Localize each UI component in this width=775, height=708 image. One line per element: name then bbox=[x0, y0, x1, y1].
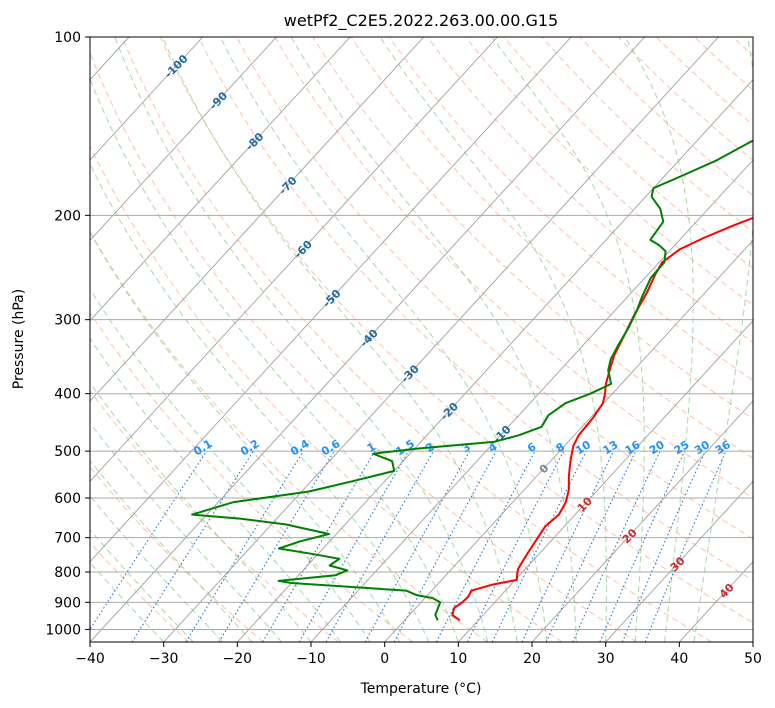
dry-adiabat-line bbox=[579, 37, 753, 197]
y-tick-label: 500 bbox=[54, 444, 81, 460]
isotherm-line bbox=[90, 37, 204, 161]
dry-adiabat-line bbox=[617, 37, 753, 161]
mixing-ratio-line bbox=[185, 450, 304, 642]
isotherm-line bbox=[458, 319, 753, 642]
isotherm-line bbox=[90, 37, 425, 402]
mixing-ratio-line bbox=[90, 450, 208, 631]
x-tick-label: 10 bbox=[449, 651, 467, 667]
moist-adiabat-line bbox=[162, 37, 518, 642]
mixing-ratio-line bbox=[364, 450, 471, 642]
x-tick-label: 30 bbox=[597, 651, 615, 667]
isotherm-line bbox=[310, 159, 753, 642]
x-tick-label: −10 bbox=[296, 651, 326, 667]
isobars bbox=[90, 37, 753, 630]
dry-adiabat-line bbox=[197, 37, 753, 581]
moist-adiabat-line bbox=[90, 231, 400, 642]
dry-adiabat-line bbox=[121, 37, 712, 642]
mixing-ratio-line bbox=[491, 450, 587, 642]
mixing-ratio-line bbox=[599, 450, 686, 642]
y-tick-label: 900 bbox=[54, 595, 81, 611]
mixing-ratio-line bbox=[131, 450, 254, 642]
isotherm-line bbox=[384, 239, 753, 642]
dry-adiabat-line bbox=[90, 145, 563, 642]
dry-adiabat-line bbox=[350, 37, 753, 420]
x-tick-label: 40 bbox=[670, 651, 688, 667]
y-tick-label: 1000 bbox=[45, 622, 81, 638]
isotherm-line bbox=[90, 37, 351, 322]
dry-adiabat-line bbox=[464, 37, 753, 306]
moist-adiabat-line bbox=[491, 37, 645, 642]
moist-adiabat-line bbox=[379, 37, 607, 642]
moist-adiabat-line bbox=[90, 337, 341, 642]
moist-adiabat-line bbox=[114, 37, 489, 642]
y-tick-label: 200 bbox=[54, 208, 81, 224]
y-axis-ticks: 1000 900 800 700 600 500 400 300 200 100 bbox=[45, 30, 90, 638]
dry-adiabat-line bbox=[312, 37, 753, 459]
mixing-ratio-line bbox=[467, 450, 565, 642]
y-tick-label: 700 bbox=[54, 531, 81, 547]
y-tick-label: 800 bbox=[54, 565, 81, 581]
isotherm-line bbox=[90, 37, 498, 482]
dewpoint-profile-line bbox=[191, 139, 753, 621]
dry-adiabat-line bbox=[388, 37, 753, 382]
moist-adiabat-line bbox=[290, 37, 577, 642]
moist-adiabat-line bbox=[90, 288, 371, 642]
isotherm-line bbox=[90, 37, 572, 563]
y-tick-label: 600 bbox=[54, 491, 81, 507]
isotherm-line bbox=[531, 400, 753, 642]
isotherm-line bbox=[605, 480, 753, 642]
dry-adiabat-line bbox=[90, 311, 414, 642]
dry-adiabat-line bbox=[426, 37, 753, 344]
moist-adiabat-line bbox=[90, 77, 459, 642]
x-tick-label: −20 bbox=[223, 651, 253, 667]
mixing-ratio-line bbox=[218, 450, 335, 642]
moist-adiabat-line bbox=[624, 37, 694, 642]
x-axis-label: Temperature (°C) bbox=[360, 681, 482, 697]
x-tick-label: 20 bbox=[523, 651, 541, 667]
isotherm-line bbox=[237, 78, 753, 642]
x-tick-label: 50 bbox=[744, 651, 762, 667]
y-tick-label: 100 bbox=[54, 30, 81, 46]
isotherm-line bbox=[163, 37, 719, 642]
x-tick-label: −40 bbox=[75, 651, 105, 667]
plot-frame bbox=[89, 36, 754, 643]
x-axis-ticks: −40 −30 −20 −10 0 10 20 30 40 50 bbox=[75, 642, 762, 667]
moist-adiabats bbox=[90, 37, 753, 642]
moist-adiabat-line bbox=[693, 37, 753, 642]
y-axis-label: Pressure (hPa) bbox=[11, 289, 27, 389]
dry-adiabat-line bbox=[236, 37, 753, 540]
profile-series bbox=[191, 139, 753, 622]
chart-title: wetPf2_C2E5.2022.263.00.00.G15 bbox=[284, 11, 558, 31]
isotherms bbox=[90, 37, 753, 642]
mixing-ratio-line bbox=[325, 450, 434, 642]
mixing-ratio-line bbox=[621, 450, 706, 642]
mixing-ratio-line bbox=[393, 450, 497, 642]
x-tick-label: −30 bbox=[149, 651, 179, 667]
y-tick-label: 300 bbox=[54, 313, 81, 329]
moist-adiabat-line bbox=[219, 37, 548, 642]
dry-adiabat-line bbox=[90, 51, 638, 642]
x-tick-label: 0 bbox=[380, 651, 389, 667]
y-tick-label: 400 bbox=[54, 387, 81, 403]
isotherm-line bbox=[90, 37, 277, 241]
isotherm-line bbox=[90, 37, 646, 642]
moist-adiabat-line bbox=[90, 162, 430, 642]
temperature-profile-line bbox=[451, 216, 753, 622]
